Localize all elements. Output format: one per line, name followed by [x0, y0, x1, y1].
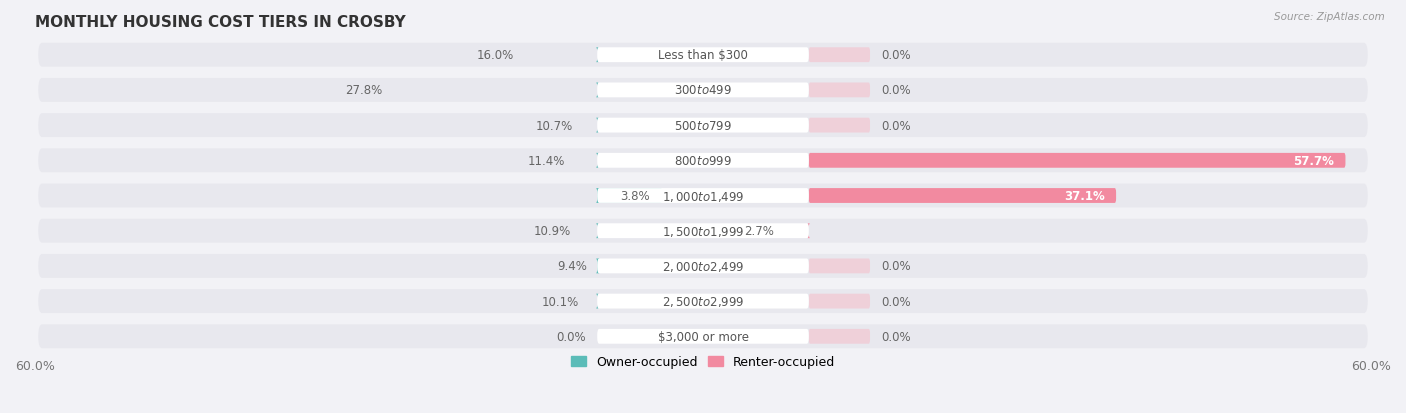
FancyBboxPatch shape	[598, 329, 808, 344]
FancyBboxPatch shape	[596, 119, 599, 133]
Legend: Owner-occupied, Renter-occupied: Owner-occupied, Renter-occupied	[567, 350, 839, 373]
Text: $3,000 or more: $3,000 or more	[658, 330, 748, 343]
FancyBboxPatch shape	[596, 294, 599, 309]
FancyBboxPatch shape	[596, 48, 599, 63]
Text: 0.0%: 0.0%	[557, 330, 586, 343]
FancyBboxPatch shape	[598, 294, 808, 309]
Text: $1,000 to $1,499: $1,000 to $1,499	[662, 189, 744, 203]
Text: 0.0%: 0.0%	[882, 295, 911, 308]
FancyBboxPatch shape	[38, 290, 1368, 313]
Text: $300 to $499: $300 to $499	[673, 84, 733, 97]
FancyBboxPatch shape	[596, 259, 600, 274]
Text: 0.0%: 0.0%	[882, 119, 911, 132]
Text: 0.0%: 0.0%	[882, 330, 911, 343]
FancyBboxPatch shape	[598, 224, 808, 239]
FancyBboxPatch shape	[38, 184, 1368, 208]
Text: $800 to $999: $800 to $999	[673, 154, 733, 167]
FancyBboxPatch shape	[38, 114, 1368, 138]
Text: 27.8%: 27.8%	[344, 84, 382, 97]
Text: 9.4%: 9.4%	[557, 260, 588, 273]
Text: 0.0%: 0.0%	[882, 49, 911, 62]
FancyBboxPatch shape	[598, 119, 808, 133]
FancyBboxPatch shape	[596, 189, 662, 204]
Text: 11.4%: 11.4%	[527, 154, 565, 167]
Text: Source: ZipAtlas.com: Source: ZipAtlas.com	[1274, 12, 1385, 22]
Text: $2,500 to $2,999: $2,500 to $2,999	[662, 294, 744, 309]
Text: 57.7%: 57.7%	[1294, 154, 1334, 167]
FancyBboxPatch shape	[38, 149, 1368, 173]
FancyBboxPatch shape	[808, 83, 870, 98]
Text: 16.0%: 16.0%	[477, 49, 513, 62]
FancyBboxPatch shape	[808, 259, 870, 274]
FancyBboxPatch shape	[38, 254, 1368, 278]
FancyBboxPatch shape	[38, 325, 1368, 349]
Text: 0.0%: 0.0%	[882, 260, 911, 273]
FancyBboxPatch shape	[598, 259, 808, 274]
FancyBboxPatch shape	[808, 294, 870, 309]
FancyBboxPatch shape	[808, 48, 870, 63]
FancyBboxPatch shape	[808, 154, 1346, 169]
Text: 37.1%: 37.1%	[1064, 190, 1105, 202]
FancyBboxPatch shape	[598, 189, 808, 204]
FancyBboxPatch shape	[598, 48, 808, 63]
Text: $500 to $799: $500 to $799	[673, 119, 733, 132]
FancyBboxPatch shape	[38, 44, 1368, 67]
FancyBboxPatch shape	[808, 189, 1116, 204]
FancyBboxPatch shape	[598, 83, 808, 98]
Text: 0.0%: 0.0%	[882, 84, 911, 97]
Text: 10.9%: 10.9%	[533, 225, 571, 237]
FancyBboxPatch shape	[38, 219, 1368, 243]
FancyBboxPatch shape	[596, 154, 599, 169]
Text: 10.7%: 10.7%	[536, 119, 572, 132]
Text: MONTHLY HOUSING COST TIERS IN CROSBY: MONTHLY HOUSING COST TIERS IN CROSBY	[35, 15, 406, 30]
FancyBboxPatch shape	[598, 154, 808, 169]
Text: Less than $300: Less than $300	[658, 49, 748, 62]
Text: $2,000 to $2,499: $2,000 to $2,499	[662, 259, 744, 273]
FancyBboxPatch shape	[807, 224, 810, 239]
FancyBboxPatch shape	[808, 119, 870, 133]
FancyBboxPatch shape	[596, 83, 599, 98]
FancyBboxPatch shape	[596, 224, 599, 239]
Text: $1,500 to $1,999: $1,500 to $1,999	[662, 224, 744, 238]
Text: 2.7%: 2.7%	[744, 225, 775, 237]
FancyBboxPatch shape	[808, 329, 870, 344]
Text: 10.1%: 10.1%	[543, 295, 579, 308]
FancyBboxPatch shape	[38, 79, 1368, 102]
Text: 3.8%: 3.8%	[620, 190, 650, 202]
